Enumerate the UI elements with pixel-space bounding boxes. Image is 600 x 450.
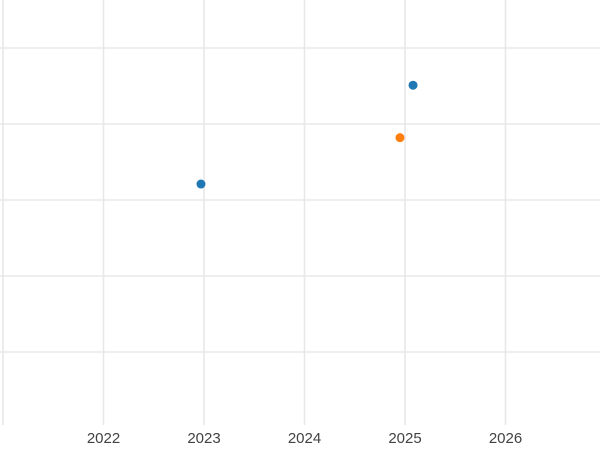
x-tick-label: 2022 [87, 430, 120, 447]
data-point-series-blue[interactable] [196, 179, 206, 189]
data-point-series-orange[interactable] [395, 133, 405, 143]
x-tick-label: 2024 [288, 430, 321, 447]
x-tick-label: 2023 [187, 430, 220, 447]
x-tick-label: 2026 [489, 430, 522, 447]
x-tick-label: 2025 [388, 430, 421, 447]
data-point-series-blue[interactable] [408, 80, 418, 90]
